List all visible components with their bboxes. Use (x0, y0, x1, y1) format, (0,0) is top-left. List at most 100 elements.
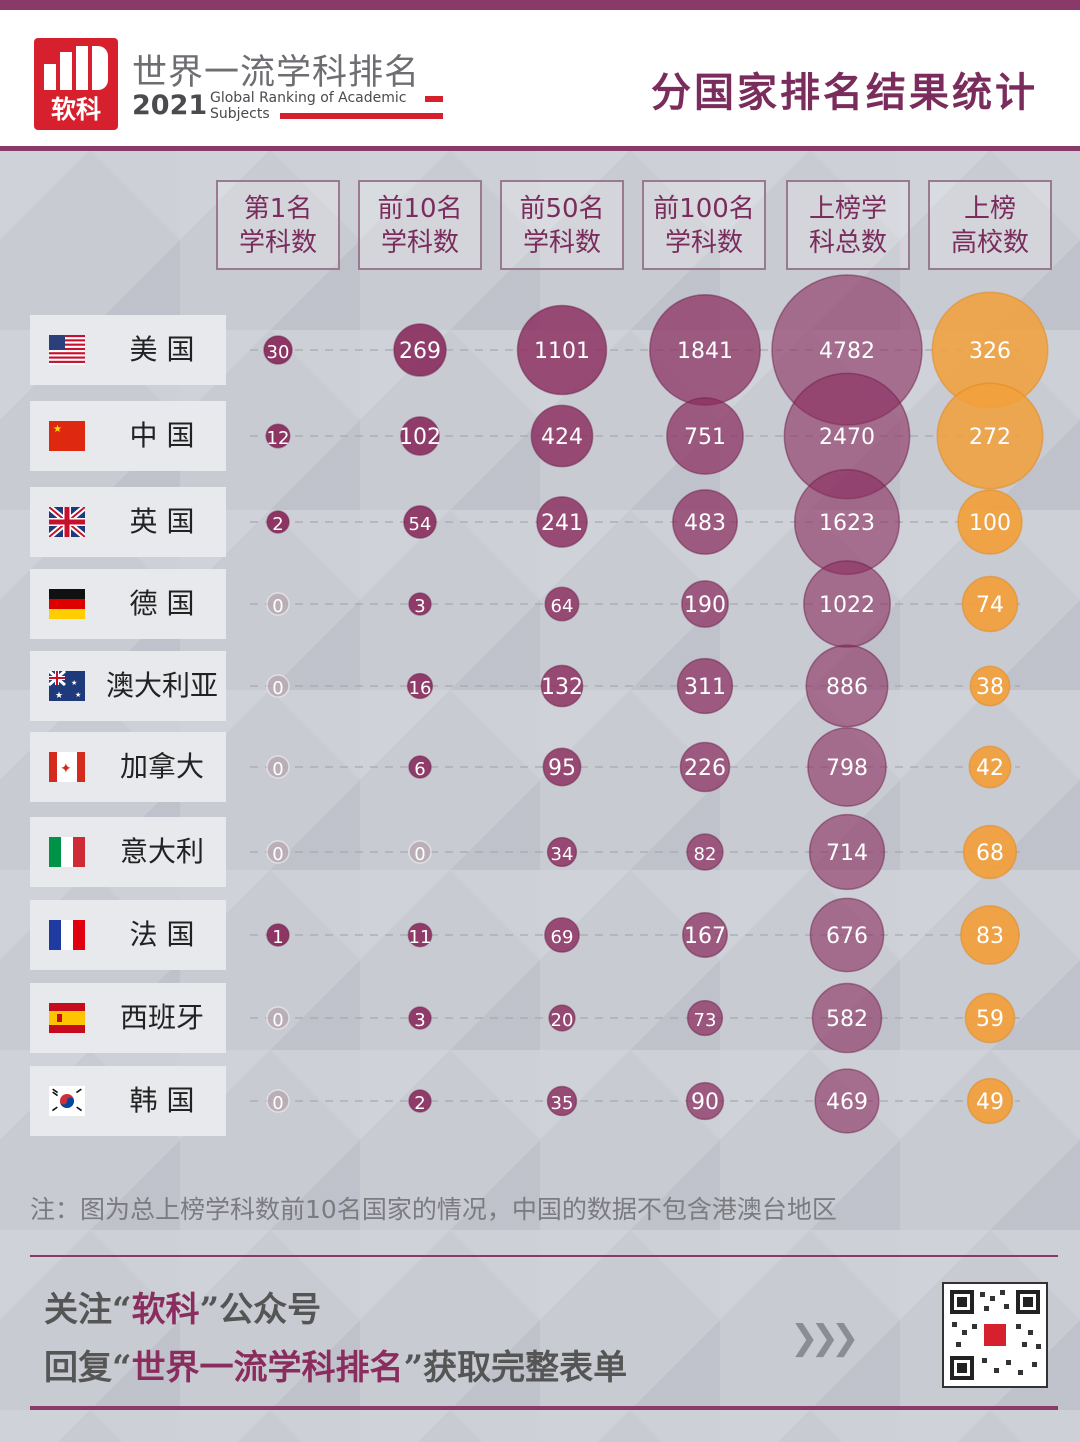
bubble-value-label: 469 (826, 1090, 868, 1115)
column-header: 前100名 学科数 (642, 180, 766, 270)
footer-text: 回复“ (44, 1348, 132, 1388)
country-name: 澳大利亚 (105, 669, 218, 702)
svg-text:★: ★ (53, 424, 62, 435)
svg-text:★: ★ (71, 679, 77, 687)
flag-icon-it (49, 837, 85, 867)
flag-icon-de (49, 589, 85, 619)
bubble (406, 672, 434, 700)
bubble-value-label: 0 (272, 1093, 283, 1114)
bubble-value-label: 0 (414, 844, 425, 865)
bubble-value-label: 69 (551, 927, 574, 948)
bubble-value-label: 272 (969, 425, 1011, 450)
bubble-value-label: 714 (826, 841, 868, 866)
flag-icon-es (49, 1003, 85, 1033)
bubble-value-label: 12 (267, 428, 290, 449)
bubble-value-label: 68 (976, 841, 1004, 866)
bubble (807, 727, 887, 807)
bubble-value-label: 241 (541, 511, 583, 536)
bubble (960, 905, 1020, 965)
flag-icon-us (49, 335, 85, 365)
bubble-value-label: 676 (826, 924, 868, 949)
bubble (685, 1081, 725, 1121)
divider (30, 1255, 1058, 1257)
column-header: 前50名 学科数 (500, 180, 624, 270)
top-strip (0, 0, 1080, 12)
bubble-value-label: 3 (414, 596, 425, 617)
bubble (266, 1006, 290, 1030)
svg-text:✦: ✦ (60, 761, 72, 777)
flag-icon-cn: ★ (49, 421, 85, 451)
bubble-value-label: 1101 (534, 339, 590, 364)
bubble-value-label: 74 (976, 593, 1004, 618)
bubble (266, 1089, 290, 1113)
flag-icon-ca: ✦ (49, 752, 85, 782)
divider (30, 1406, 1058, 1410)
bubble (686, 833, 724, 871)
bubble-value-label: 269 (399, 339, 441, 364)
bubble-value-label: 0 (272, 678, 283, 699)
country-label: ★ 中 国 (30, 401, 226, 471)
bubble-value-label: 6 (414, 759, 425, 780)
flag-icon-uk (49, 507, 85, 537)
bubble-value-label: 2 (272, 514, 283, 535)
logo-text: 软科 (50, 95, 101, 124)
bubble (544, 586, 580, 622)
bubble-value-label: 64 (551, 596, 574, 617)
country-label: ✦ 加拿大 (30, 732, 226, 802)
bubble-value-label: 0 (272, 844, 283, 865)
country-label: 西班牙 (30, 983, 226, 1053)
brand-accent-line (425, 96, 443, 102)
bubble-value-label: 102 (399, 425, 441, 450)
bubble-value-label: 226 (684, 756, 726, 781)
qr-code-icon[interactable] (942, 1282, 1048, 1388)
bubble-value-label: 34 (551, 844, 574, 865)
bubble-value-label: 311 (684, 675, 726, 700)
chart-note: 注：图为总上榜学科数前10名国家的情况，中国的数据不包含港澳台地区 (30, 1195, 837, 1224)
bubble-value-label: 424 (541, 425, 583, 450)
bubble (679, 741, 731, 793)
country-label: 英 国 (30, 487, 226, 557)
column-header-line1: 前100名 (653, 194, 755, 224)
column-header-line1: 上榜 (963, 194, 1016, 224)
bubble (408, 755, 432, 779)
bubble-value-label: 483 (684, 511, 726, 536)
bubble (263, 335, 293, 365)
bubble (407, 922, 433, 948)
bubble-value-label: 11 (409, 927, 432, 948)
column-header: 前10名 学科数 (358, 180, 482, 270)
bubble-value-label: 20 (551, 1010, 574, 1031)
bubble-value-label: 83 (976, 924, 1004, 949)
column-header-line1: 前10名 (377, 194, 463, 224)
bubble (676, 657, 734, 715)
bubble-value-label: 582 (826, 1007, 868, 1032)
bubble (814, 1068, 880, 1134)
footer-text: ”公众号 (199, 1290, 322, 1330)
bubble (393, 323, 447, 377)
bubble-value-label: 35 (551, 1093, 574, 1114)
country-label: 德 国 (30, 569, 226, 639)
country-name: 韩 国 (129, 1084, 195, 1117)
country-name: 加拿大 (119, 750, 204, 783)
column-header: 上榜学 科总数 (786, 180, 910, 270)
country-name: 西班牙 (119, 1001, 204, 1034)
bubble-value-label: 326 (969, 339, 1011, 364)
bubble-value-label: 2470 (819, 425, 875, 450)
bubble (266, 840, 290, 864)
bubble-value-label: 73 (694, 1010, 717, 1031)
flag-icon-kr (49, 1086, 85, 1116)
bubble (408, 592, 432, 616)
footer-text: ”获取完整表单 (403, 1348, 628, 1388)
bubble (546, 1085, 578, 1117)
bubble-value-label: 0 (272, 1010, 283, 1031)
bubble (542, 747, 582, 787)
bubble-value-label: 798 (826, 756, 868, 781)
bubble-value-label: 1841 (677, 339, 733, 364)
bubble (403, 505, 437, 539)
bubble (808, 813, 886, 891)
bubble (516, 304, 608, 396)
bubble (266, 510, 290, 534)
country-name: 美 国 (129, 333, 195, 366)
bubble-value-label: 167 (684, 924, 726, 949)
bubble (682, 912, 728, 958)
